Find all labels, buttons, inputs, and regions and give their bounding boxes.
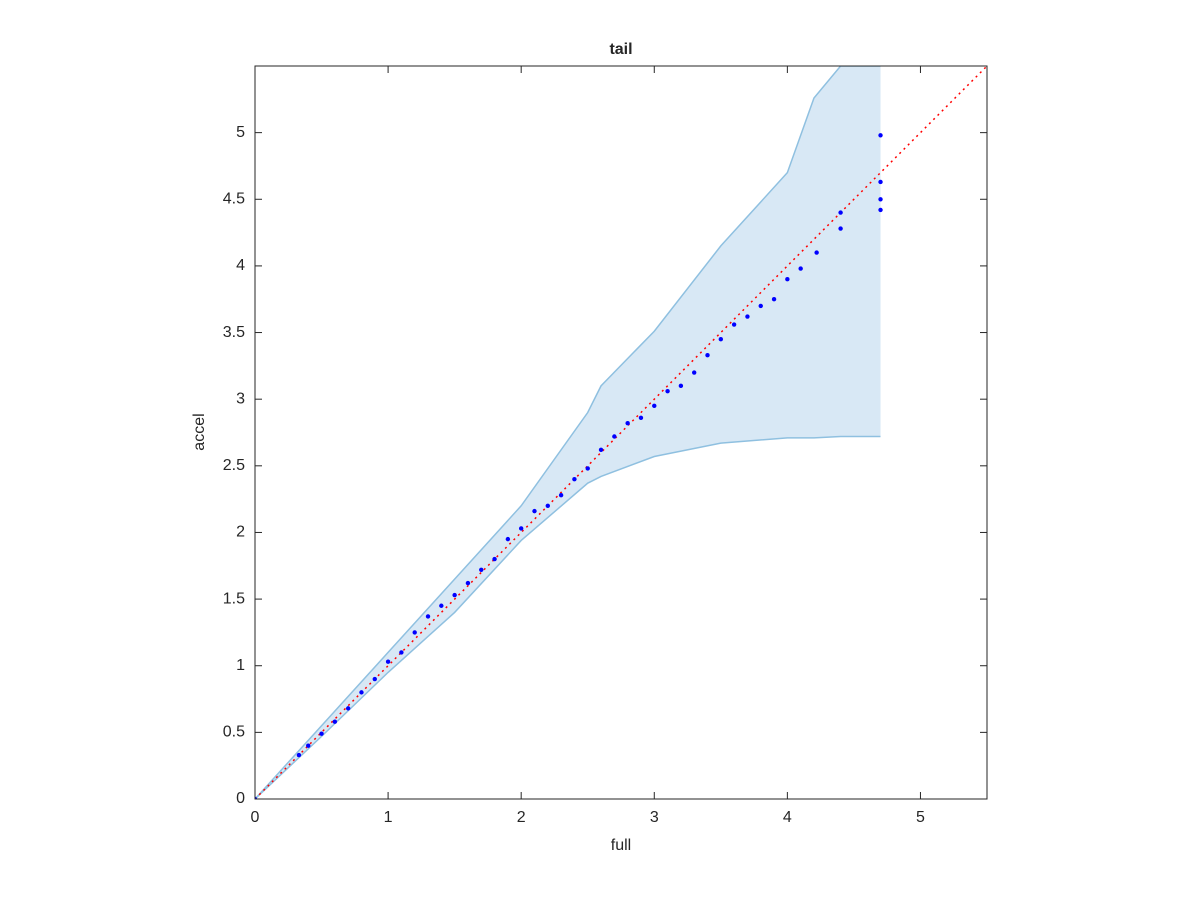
data-point [585,466,590,471]
x-tick-label: 2 [517,809,526,826]
data-point [372,676,377,682]
y-tick-label: 0 [236,790,245,807]
data-point [492,556,497,562]
y-axis-label: accel [191,413,208,450]
x-tick-label: 0 [251,809,260,826]
x-axis-label: full [611,837,631,854]
data-point [558,492,564,498]
data-point [319,731,324,736]
data-point [878,179,883,185]
y-tick-label: 1.5 [223,590,245,607]
data-point [625,420,630,426]
y-tick-label: 2.5 [223,457,245,474]
data-point [678,383,684,389]
y-tick-label: 0.5 [223,724,245,741]
data-point [505,536,511,542]
data-point [518,526,524,531]
data-point [665,388,670,394]
data-point [878,197,883,202]
data-point [439,603,444,608]
data-point [814,250,819,255]
data-point [878,207,883,213]
data-point [745,314,750,319]
data-point [718,337,724,342]
data-point [255,796,258,799]
data-point [465,580,471,586]
axes-box [254,65,988,800]
data-point [345,706,351,711]
data-point [412,630,417,635]
data-point [572,476,577,482]
data-point [798,266,803,271]
data-point [838,210,843,215]
data-point [452,592,457,598]
reference-line [255,66,987,799]
data-point [545,503,550,508]
data-point [652,403,657,409]
x-tick-label: 3 [650,809,659,826]
x-tick-label: 5 [916,809,925,826]
data-point [332,719,338,724]
data-point [425,614,431,619]
data-point [731,322,737,327]
x-tick-label: 1 [384,809,393,826]
y-tick-label: 5 [236,124,245,141]
x-tick-label: 4 [783,809,792,826]
y-tick-label: 3.5 [223,324,245,341]
y-tick-label: 4.5 [223,190,245,207]
y-tick-label: 1 [236,657,245,674]
data-point [306,743,311,748]
data-point [692,370,697,375]
data-point [705,353,710,358]
data-point [479,567,484,572]
data-point [878,133,883,138]
data-point [532,508,537,514]
data-point [385,659,391,664]
band-lower-edge [255,435,881,799]
data-point [598,447,604,453]
plot-area [255,66,987,799]
band-upper-edge [255,66,881,799]
y-tick-label: 3 [236,390,245,407]
data-point [612,434,617,439]
data-point [359,690,364,695]
data-point [399,650,404,655]
y-tick-label: 4 [236,257,245,274]
data-point [758,303,763,309]
data-point [785,277,790,282]
data-point [771,297,777,302]
chart-title: tail [609,41,632,58]
y-tick-label: 2 [236,524,245,541]
data-point [296,752,302,758]
data-point [638,415,644,421]
data-point [838,226,843,231]
confidence-band [255,66,881,799]
